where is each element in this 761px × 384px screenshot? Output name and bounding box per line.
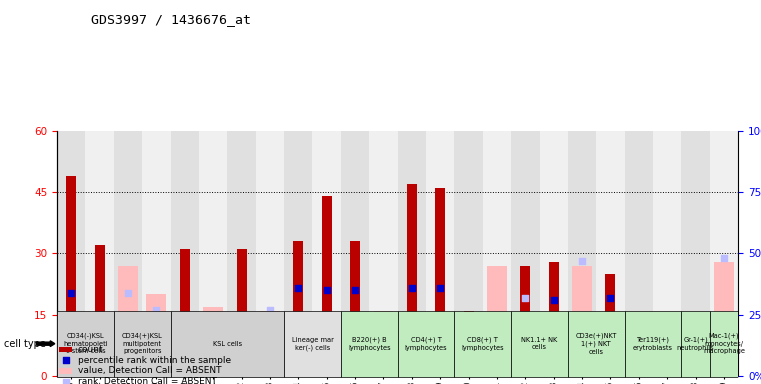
Bar xyxy=(180,249,189,376)
Bar xyxy=(681,131,710,376)
Bar xyxy=(57,311,114,377)
Text: CD3e(+)NKT
1(+) NKT
cells: CD3e(+)NKT 1(+) NKT cells xyxy=(575,333,617,355)
Bar xyxy=(350,241,360,376)
Text: Mac-1(+)
monocytes/
macrophage: Mac-1(+) monocytes/ macrophage xyxy=(703,333,745,354)
Bar xyxy=(369,131,397,376)
Bar xyxy=(482,131,511,376)
Bar xyxy=(114,131,142,376)
Bar xyxy=(284,311,341,377)
Bar xyxy=(322,196,332,376)
Text: cell type: cell type xyxy=(4,339,46,349)
Bar xyxy=(199,131,228,376)
Bar xyxy=(94,245,104,376)
Text: Gr-1(+)
neutrophils: Gr-1(+) neutrophils xyxy=(677,337,715,351)
Text: value, Detection Call = ABSENT: value, Detection Call = ABSENT xyxy=(78,366,221,376)
Bar xyxy=(653,131,681,376)
Point xyxy=(151,307,163,313)
Point xyxy=(519,295,531,301)
Point xyxy=(65,290,78,296)
Point xyxy=(406,285,418,291)
Point xyxy=(59,357,72,363)
Text: GDS3997 / 1436676_at: GDS3997 / 1436676_at xyxy=(91,13,251,26)
Bar xyxy=(341,311,397,377)
Bar xyxy=(463,311,473,376)
Bar xyxy=(228,131,256,376)
Bar xyxy=(681,311,710,377)
Bar xyxy=(426,131,454,376)
Bar xyxy=(118,266,138,376)
Bar xyxy=(521,266,530,376)
Text: rank, Detection Call = ABSENT: rank, Detection Call = ABSENT xyxy=(78,377,216,384)
Bar xyxy=(170,131,199,376)
Bar xyxy=(313,131,341,376)
Text: Ter119(+)
erytroblasts: Ter119(+) erytroblasts xyxy=(633,337,673,351)
Bar xyxy=(237,249,247,376)
Bar xyxy=(629,364,649,376)
Point xyxy=(434,285,446,291)
Point xyxy=(604,295,616,301)
Point xyxy=(122,290,134,296)
Point xyxy=(59,379,72,384)
Text: CD8(+) T
lymphocytes: CD8(+) T lymphocytes xyxy=(461,337,504,351)
Bar xyxy=(658,364,677,376)
Bar xyxy=(260,311,280,376)
Bar xyxy=(606,274,616,376)
Text: NK1.1+ NK
cells: NK1.1+ NK cells xyxy=(521,337,558,351)
Text: CD4(+) T
lymphocytes: CD4(+) T lymphocytes xyxy=(405,337,447,351)
Bar xyxy=(572,266,592,376)
Point xyxy=(349,287,361,293)
Bar xyxy=(341,131,369,376)
Text: CD34(+)KSL
multipotent
progenitors: CD34(+)KSL multipotent progenitors xyxy=(122,333,163,354)
Bar xyxy=(114,311,170,377)
Bar xyxy=(710,131,738,376)
Point xyxy=(320,287,333,293)
Point xyxy=(576,258,588,264)
Bar xyxy=(625,131,653,376)
Bar xyxy=(146,295,167,376)
Bar xyxy=(284,131,313,376)
Bar xyxy=(511,311,568,377)
Text: CD34(-)KSL
hematopoieti
c stem cells: CD34(-)KSL hematopoieti c stem cells xyxy=(63,333,108,354)
Point xyxy=(292,285,304,291)
Bar xyxy=(203,307,223,376)
Bar xyxy=(170,311,284,377)
Bar xyxy=(454,131,482,376)
Bar xyxy=(454,311,511,377)
Bar xyxy=(511,131,540,376)
Bar xyxy=(407,184,417,376)
Bar xyxy=(568,131,597,376)
Bar xyxy=(487,266,507,376)
Bar xyxy=(59,347,72,353)
Bar xyxy=(142,131,170,376)
Bar xyxy=(256,131,284,376)
Bar xyxy=(549,262,559,376)
Bar xyxy=(625,311,681,377)
Text: Lineage mar
ker(-) cells: Lineage mar ker(-) cells xyxy=(291,337,333,351)
Bar xyxy=(85,131,114,376)
Bar xyxy=(293,241,304,376)
Text: B220(+) B
lymphocytes: B220(+) B lymphocytes xyxy=(348,337,390,351)
Text: count: count xyxy=(78,345,103,354)
Bar xyxy=(540,131,568,376)
Bar xyxy=(397,311,454,377)
Text: KSL cells: KSL cells xyxy=(213,341,242,347)
Point xyxy=(548,297,560,303)
Bar xyxy=(714,262,734,376)
Bar xyxy=(597,131,625,376)
Bar xyxy=(57,131,85,376)
Bar xyxy=(59,368,72,374)
Bar xyxy=(710,311,738,377)
Bar xyxy=(374,311,393,376)
Bar xyxy=(397,131,426,376)
Text: percentile rank within the sample: percentile rank within the sample xyxy=(78,356,231,365)
Bar xyxy=(66,175,76,376)
Point xyxy=(264,307,276,313)
Bar xyxy=(435,188,445,376)
Point xyxy=(718,255,730,262)
Bar xyxy=(568,311,625,377)
